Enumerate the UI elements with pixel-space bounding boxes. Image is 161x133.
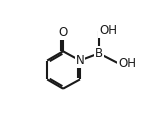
- Text: B: B: [95, 47, 103, 60]
- Text: O: O: [58, 26, 68, 39]
- Text: OH: OH: [118, 57, 136, 70]
- Text: OH: OH: [99, 24, 117, 37]
- Text: N: N: [76, 54, 84, 67]
